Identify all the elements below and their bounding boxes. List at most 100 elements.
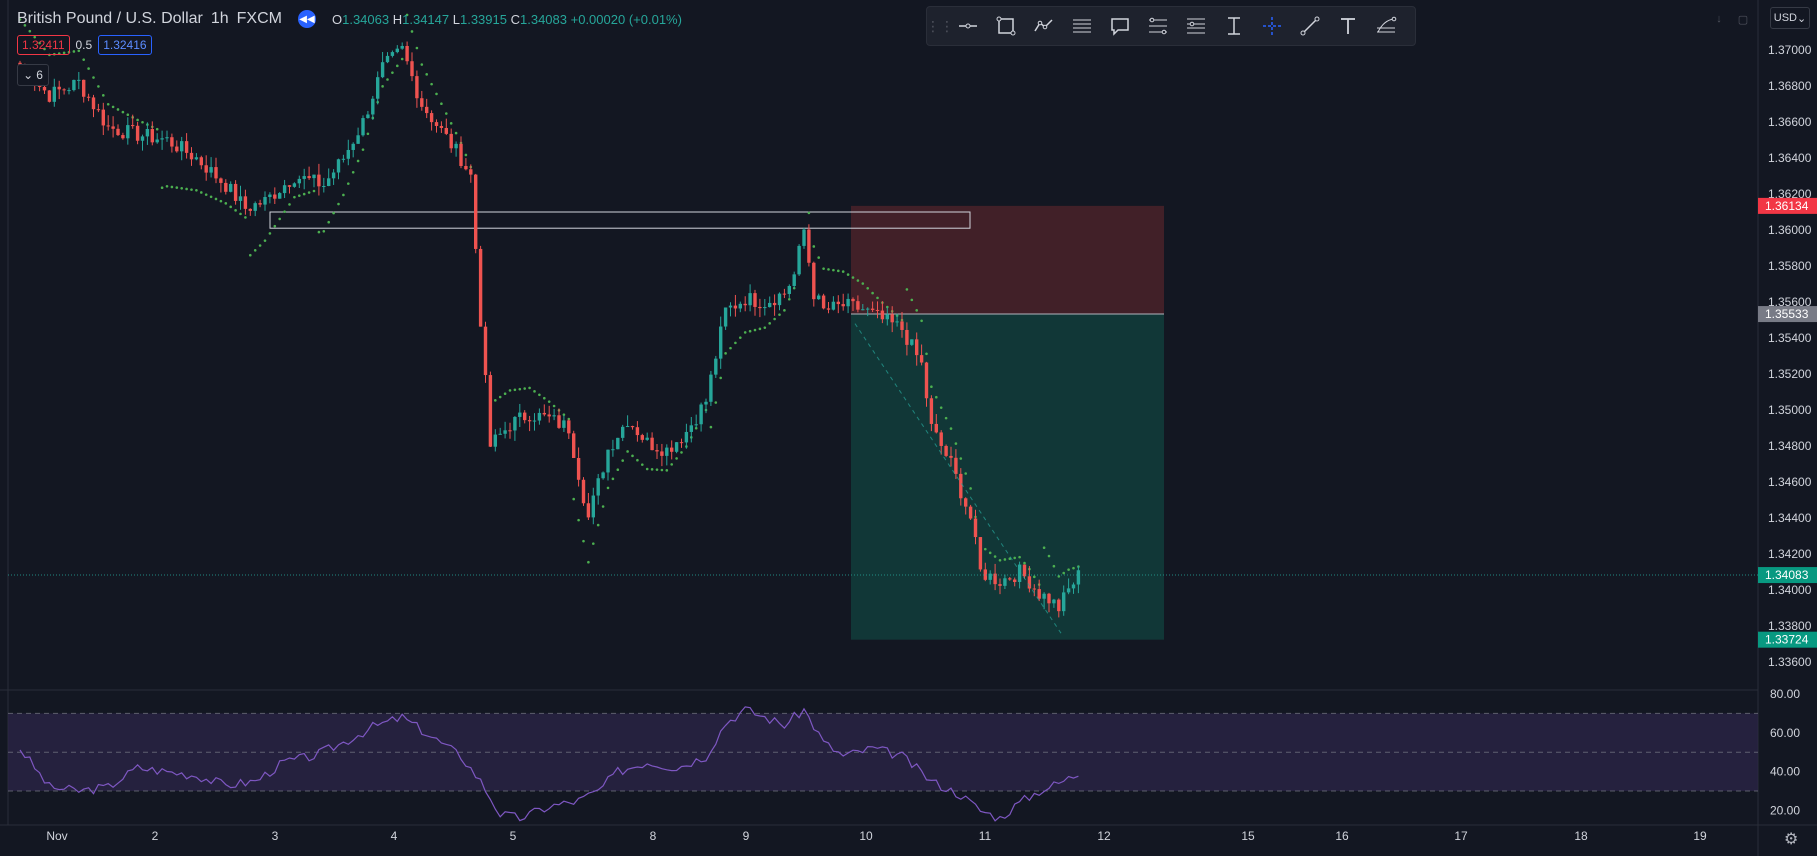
horizontal-line-icon[interactable] [949,10,987,42]
candle[interactable] [346,139,350,166]
candle[interactable] [586,493,591,520]
candle[interactable] [635,421,640,442]
candle[interactable] [719,316,723,369]
candle[interactable] [67,87,71,95]
candle[interactable] [910,339,914,346]
candle[interactable] [1052,598,1056,608]
candle[interactable] [802,227,806,249]
candle[interactable] [175,140,179,153]
candle[interactable] [469,164,473,183]
candle[interactable] [483,321,488,383]
candle[interactable] [273,187,277,205]
candle[interactable] [180,136,184,161]
candle[interactable] [1066,578,1071,595]
candle[interactable] [527,415,532,432]
price-tag-last[interactable]: 1.34083 [1758,567,1817,584]
candle[interactable] [1042,592,1046,610]
candle[interactable] [263,191,267,211]
candle[interactable] [287,185,292,194]
candle[interactable] [831,296,836,311]
date-range-icon[interactable] [1215,10,1253,42]
rectangle-icon[interactable] [987,10,1025,42]
candle[interactable] [331,169,336,185]
text-icon[interactable] [1329,10,1367,42]
candle[interactable] [988,570,992,585]
candle[interactable] [866,307,870,317]
candle[interactable] [748,284,752,312]
candle[interactable] [846,293,850,314]
candle[interactable] [184,133,189,159]
candle[interactable] [733,294,738,317]
candle[interactable] [753,289,757,316]
candle[interactable] [547,405,551,423]
candle[interactable] [96,103,101,113]
callout-icon[interactable] [1101,10,1139,42]
candle[interactable] [376,71,380,105]
candle[interactable] [606,449,610,481]
candle[interactable] [57,80,61,100]
candle[interactable] [268,192,272,204]
candle[interactable] [1071,582,1076,594]
candle[interactable] [312,174,316,188]
candle[interactable] [1037,579,1041,602]
candle[interactable] [518,403,522,427]
candle[interactable] [723,307,728,330]
candle[interactable] [787,284,791,298]
candle[interactable] [258,199,262,208]
candle[interactable] [47,90,52,103]
candle[interactable] [689,417,693,443]
candle[interactable] [474,173,478,254]
candle[interactable] [165,130,169,142]
position-zones[interactable] [269,205,1164,640]
candle[interactable] [919,344,924,366]
candle[interactable] [959,468,963,506]
candle[interactable] [434,119,439,133]
candle[interactable] [366,110,370,119]
candle[interactable] [576,447,581,487]
candle[interactable] [870,301,875,313]
indicators-toggle-button[interactable]: ⌄ 6 [17,64,49,86]
candle[interactable] [233,180,238,205]
candle[interactable] [464,158,468,171]
candle[interactable] [194,153,199,161]
candle[interactable] [238,185,243,210]
candle[interactable] [679,438,684,448]
candle[interactable] [390,50,395,58]
candle[interactable] [1047,592,1051,613]
candle[interactable] [537,408,542,425]
grip-icon[interactable]: ⋮⋮ [926,17,954,34]
candle[interactable] [861,304,865,311]
candle[interactable] [944,444,948,458]
candle[interactable] [199,155,203,170]
candle[interactable] [817,293,821,300]
candle[interactable] [278,192,282,199]
symbol-name[interactable]: British Pound / U.S. Dollar [17,10,203,27]
candle[interactable] [777,292,782,311]
candle[interactable] [581,477,586,506]
candle[interactable] [885,307,889,326]
candle[interactable] [826,302,831,314]
candle[interactable] [1022,564,1027,579]
candle[interactable] [596,473,600,505]
sell-button[interactable]: 1.32411 [17,35,70,55]
candle[interactable] [1027,566,1032,593]
candle[interactable] [699,402,703,432]
candle[interactable] [111,116,115,138]
candle[interactable] [616,437,620,450]
candle[interactable] [292,182,297,188]
candle[interactable] [52,78,56,107]
candle[interactable] [1062,585,1066,616]
candle[interactable] [591,487,595,525]
candle[interactable] [782,288,787,299]
candle[interactable] [768,296,772,308]
candle[interactable] [1003,574,1007,590]
candle[interactable] [204,155,208,181]
candle[interactable] [674,442,679,454]
candle[interactable] [385,52,390,64]
candle[interactable] [425,98,429,119]
candle[interactable] [302,168,306,190]
candle[interactable] [478,245,483,327]
candle[interactable] [684,423,689,449]
candle[interactable] [229,181,233,193]
candle[interactable] [797,244,801,276]
